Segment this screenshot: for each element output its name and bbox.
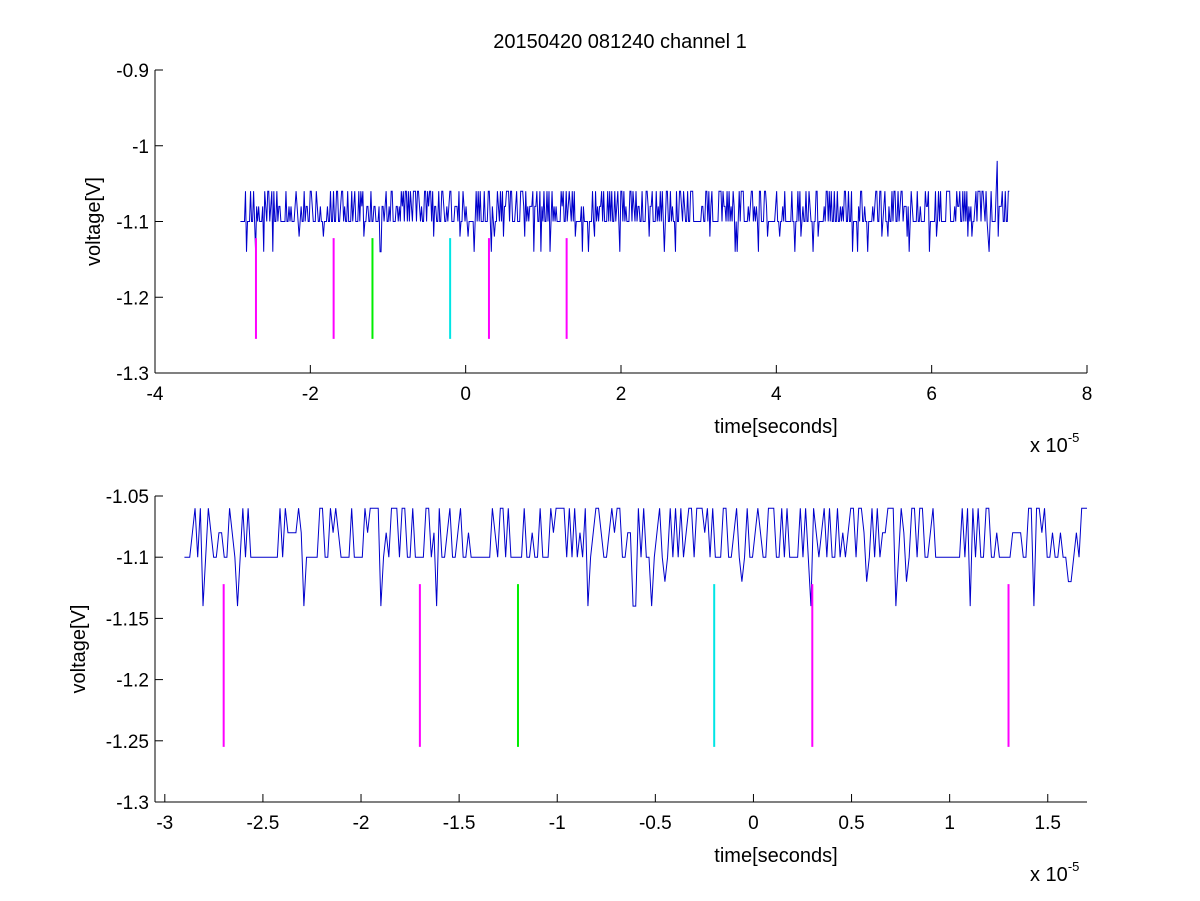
x-tick-label: -1.5: [443, 813, 476, 834]
y-tick-label: -1.3: [116, 364, 149, 385]
x-tick-label: 0: [460, 384, 471, 405]
y-tick-label: -1: [132, 137, 149, 158]
y-tick-label: -1.25: [106, 732, 149, 753]
x-tick-label: -2: [353, 813, 370, 834]
y-tick-label: -1.05: [106, 487, 149, 508]
x-tick-label: 0.5: [838, 813, 864, 834]
y-tick-label: -1.1: [116, 213, 149, 234]
x-tick-label: 2: [616, 384, 627, 405]
x-tick-label: -1: [549, 813, 566, 834]
y-axis-label: voltage[V]: [68, 605, 90, 694]
x-exponent-label: x 10-5: [1030, 859, 1079, 886]
y-tick-label: -1.2: [116, 671, 149, 692]
x-tick-label: -4: [147, 384, 164, 405]
x-axis-label: time[seconds]: [714, 416, 837, 438]
x-tick-label: -2.5: [247, 813, 280, 834]
x-tick-label: 1.5: [1035, 813, 1061, 834]
x-exponent-label: x 10-5: [1030, 430, 1079, 457]
x-tick-label: -2: [302, 384, 319, 405]
signal-trace: [184, 507, 1087, 607]
y-tick-label: -1.15: [106, 609, 149, 630]
y-tick-label: -1.1: [116, 548, 149, 569]
bottom-plot: -3 -2.5 -2 -1.5 -1 -0.5 0 0.5 1 1.5 -1.3 -1.25 -1.2 -…: [68, 487, 1087, 886]
y-tick-label: -0.9: [116, 61, 149, 82]
y-tick-label: -1.2: [116, 288, 149, 309]
chart-title: 20150420 081240 channel 1: [493, 31, 747, 53]
top-plot: -4 -2 0 2 4 6 8 -1.3 -1.2 -1.1 -1 -0.9 time[seconds]…: [83, 61, 1092, 457]
x-axis-label: time[seconds]: [714, 845, 837, 867]
x-tick-label: -3: [156, 813, 173, 834]
x-tick-label: 1: [944, 813, 955, 834]
x-tick-label: -0.5: [639, 813, 672, 834]
x-tick-label: 6: [926, 384, 937, 405]
y-axis-label: voltage[V]: [83, 177, 105, 266]
signal-trace: [240, 160, 1010, 253]
x-tick-label: 4: [771, 384, 782, 405]
y-tick-label: -1.3: [116, 793, 149, 814]
x-tick-label: 0: [748, 813, 759, 834]
x-tick-label: 8: [1082, 384, 1093, 405]
